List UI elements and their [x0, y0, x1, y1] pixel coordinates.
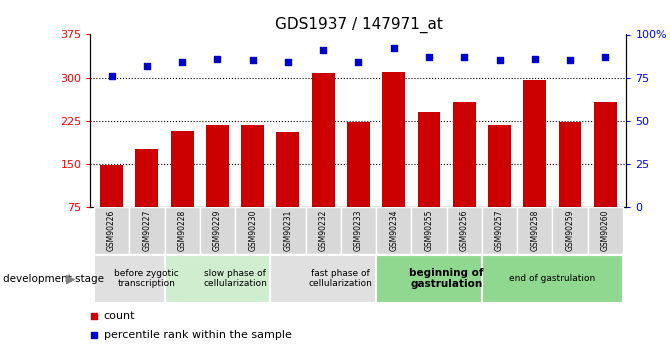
Text: development stage: development stage — [3, 274, 105, 284]
Text: percentile rank within the sample: percentile rank within the sample — [104, 330, 291, 339]
Text: end of gastrulation: end of gastrulation — [509, 274, 596, 283]
Bar — [552, 207, 588, 254]
Bar — [376, 255, 517, 303]
Bar — [488, 125, 511, 250]
Bar — [523, 80, 546, 250]
Bar — [482, 255, 623, 303]
Bar — [94, 255, 200, 303]
Bar — [347, 122, 370, 250]
Point — [459, 54, 470, 60]
Text: GSM90231: GSM90231 — [283, 210, 292, 251]
Bar — [129, 207, 165, 254]
Point — [107, 73, 117, 79]
Text: GSM90228: GSM90228 — [178, 210, 187, 251]
Bar — [376, 207, 411, 254]
Text: GSM90257: GSM90257 — [495, 209, 504, 251]
Text: GSM90229: GSM90229 — [213, 210, 222, 251]
Text: GSM90260: GSM90260 — [601, 209, 610, 251]
Text: GSM90256: GSM90256 — [460, 209, 469, 251]
Text: GSM90230: GSM90230 — [248, 209, 257, 251]
Bar — [200, 207, 235, 254]
Point — [89, 313, 100, 318]
Bar — [482, 207, 517, 254]
Text: fast phase of
cellularization: fast phase of cellularization — [309, 269, 373, 288]
Point — [423, 54, 434, 60]
Text: GSM90233: GSM90233 — [354, 209, 363, 251]
Point — [141, 63, 152, 68]
Title: GDS1937 / 147971_at: GDS1937 / 147971_at — [275, 17, 442, 33]
Bar — [453, 102, 476, 250]
Bar — [417, 112, 440, 250]
Bar — [306, 207, 341, 254]
Text: beginning of
gastrulation: beginning of gastrulation — [409, 268, 484, 289]
Bar — [270, 207, 306, 254]
Bar — [447, 207, 482, 254]
Point — [565, 58, 576, 63]
Bar — [165, 255, 306, 303]
Bar — [277, 132, 299, 250]
Text: GSM90227: GSM90227 — [142, 210, 151, 251]
Point — [283, 59, 293, 65]
Bar — [235, 207, 270, 254]
Point — [494, 58, 505, 63]
Text: before zygotic
transcription: before zygotic transcription — [115, 269, 180, 288]
Point — [389, 46, 399, 51]
Text: ▶: ▶ — [66, 272, 75, 285]
Point — [247, 58, 258, 63]
Text: GSM90255: GSM90255 — [425, 209, 433, 251]
Point — [177, 59, 188, 65]
Bar — [517, 207, 552, 254]
Bar — [594, 102, 617, 250]
Bar — [383, 72, 405, 250]
Point — [353, 59, 364, 65]
Bar — [94, 207, 129, 254]
Bar — [341, 207, 376, 254]
Bar — [206, 125, 229, 250]
Point — [600, 54, 610, 60]
Text: GSM90226: GSM90226 — [107, 210, 116, 251]
Bar — [312, 73, 334, 250]
Bar — [100, 165, 123, 250]
Text: GSM90258: GSM90258 — [530, 210, 539, 251]
Bar — [135, 149, 158, 250]
Point — [89, 332, 100, 337]
Text: slow phase of
cellularization: slow phase of cellularization — [203, 269, 267, 288]
Bar — [559, 122, 582, 250]
Bar — [411, 207, 447, 254]
Point — [212, 56, 222, 61]
Text: GSM90232: GSM90232 — [319, 210, 328, 251]
Bar — [171, 130, 194, 250]
Text: GSM90259: GSM90259 — [565, 209, 575, 251]
Bar — [588, 207, 623, 254]
Bar — [165, 207, 200, 254]
Point — [529, 56, 540, 61]
Bar — [241, 125, 264, 250]
Text: count: count — [104, 311, 135, 321]
Bar — [270, 255, 411, 303]
Text: GSM90234: GSM90234 — [389, 209, 398, 251]
Point — [318, 47, 328, 53]
